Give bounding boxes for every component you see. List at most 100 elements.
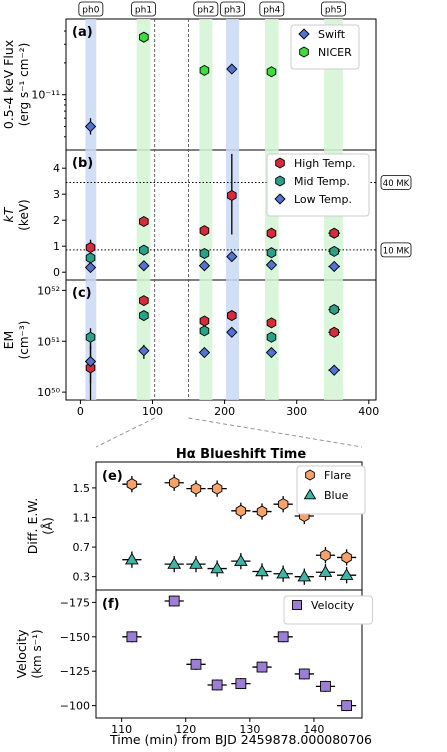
point-b-1-2 (199, 247, 210, 259)
phase-tag-box-ph5 (321, 1, 346, 17)
panel-c-xtick-label-2: 200 (214, 405, 235, 418)
panel-f-label: (f) (102, 597, 120, 612)
bottom-xlabel: Time (min) from BJD 2459878.000080706 (109, 732, 372, 747)
point-c-1-1 (139, 310, 149, 322)
panel-e-ylabel-line1: Diff. E.W. (25, 498, 40, 554)
legend-f-box (283, 595, 373, 625)
point-f-0-9 (341, 700, 353, 712)
point-a-1-1 (199, 64, 210, 76)
point-c-0-4 (266, 317, 277, 329)
point-f-0-2 (190, 658, 202, 670)
point-e-1-4 (234, 554, 248, 566)
legend-f-label-0: Velocity (311, 599, 355, 612)
panel-f-ylabel-line1: Velocity (14, 629, 29, 679)
panel-c-xtick-label-4: 400 (358, 405, 379, 418)
phase-tag-box-ph4 (259, 1, 285, 17)
point-e-1-9 (339, 568, 354, 580)
hblueshift-title: Hα Blueshift Time (176, 447, 306, 462)
panel-b-ytick-label-1: 1 (53, 240, 60, 253)
panel-e-ylabel-line2: (Å) (40, 517, 55, 535)
point-b-0-4 (266, 227, 277, 239)
legend-b-marker-1 (275, 175, 285, 187)
point-c-2-0 (84, 355, 97, 368)
point-e-0-0 (126, 478, 138, 491)
panel-f-frame (95, 589, 363, 719)
point-e-1-5 (255, 564, 269, 577)
legend-f-marker-0 (292, 600, 302, 610)
point-b-0-5 (329, 227, 339, 239)
panel-c-ytick-label-1: 10⁵¹ (37, 335, 60, 348)
panel-c-ytick-label-0: 10⁵⁰ (37, 386, 60, 399)
point-c-0-0 (85, 362, 96, 374)
panel-b-ylabel-line2: (keV) (17, 199, 31, 230)
panel-b-label: (b) (72, 156, 93, 171)
point-b-1-4 (329, 245, 339, 257)
point-f-0-4 (235, 678, 247, 689)
legend-b-label-2: Low Temp. (294, 193, 352, 206)
point-c-2-1 (138, 345, 150, 357)
point-b-1-3 (266, 247, 277, 259)
point-c-1-3 (266, 331, 277, 343)
point-b-0-0 (85, 241, 96, 254)
point-a-1-2 (266, 66, 277, 78)
point-f-0-1 (168, 595, 180, 607)
legend-b-marker-2 (274, 193, 286, 205)
point-b-2-4 (265, 259, 278, 271)
panel-c-frame (65, 279, 377, 401)
phase-tag-ph1: ph1 (135, 6, 152, 16)
panel-c-ylabel-line1: EM (1, 331, 16, 350)
point-e-0-6 (277, 498, 289, 511)
point-e-1-0 (125, 552, 139, 565)
point-b-2-5 (328, 260, 340, 273)
point-e-0-5 (256, 505, 268, 518)
point-c-1-0 (85, 331, 96, 343)
point-c-2-5 (328, 364, 340, 376)
panel-e-label: (e) (102, 469, 123, 484)
legend-b-label-1: Mid Temp. (294, 175, 350, 188)
phase-tag-box-ph2 (193, 1, 219, 17)
phase-tag-ph3: ph3 (224, 6, 241, 16)
point-f-0-6 (277, 631, 289, 643)
point-c-2-3 (226, 326, 238, 338)
panel-a-label: (a) (72, 25, 93, 40)
phase-tag-ph5: ph5 (325, 6, 342, 16)
legend-a-label-1: NICER (318, 46, 352, 59)
point-e-1-8 (318, 565, 333, 577)
point-b-0-1 (139, 215, 149, 228)
legend-e-marker-1 (303, 488, 317, 500)
panel-c-ytick-label-2: 10⁵² (37, 284, 60, 297)
legend-e-marker-0 (305, 469, 315, 481)
panel-c-ylabel-line2: (cm⁻³) (17, 321, 31, 360)
phase-band-ph3 (226, 19, 240, 400)
phase-tag-ph2: ph2 (197, 6, 214, 16)
phase-band-ph1 (136, 19, 151, 400)
legend-a-box (290, 24, 360, 70)
panel-b-ytick-label-0: 0 (53, 266, 60, 279)
point-e-0-8 (320, 549, 331, 562)
point-a-0-1 (226, 63, 238, 75)
zoom-connector-right (188, 417, 363, 448)
zoom-connector-left (95, 417, 155, 448)
point-c-2-4 (265, 346, 278, 359)
panel-f-ytick-label-0: −175 (60, 596, 90, 609)
ref-label-1: 10 MK (383, 246, 410, 256)
phase-tag-ph4: ph4 (263, 6, 280, 16)
ref-label-box-1 (380, 242, 412, 258)
point-c-2-2 (198, 346, 211, 359)
point-b-2-1 (138, 260, 150, 272)
legend-a-marker-0 (298, 28, 310, 40)
ref-label-box-0 (380, 175, 412, 190)
panel-c-xtick-label-0: 0 (77, 405, 84, 418)
panel-b-ylabel-line1: kT (1, 206, 16, 222)
panel-c-label: (c) (72, 286, 92, 301)
point-e-1-1 (167, 557, 182, 569)
panel-a-ylabel-line1: 0.5-4 keV Flux (1, 40, 16, 129)
panel-e-ytick-label-2: 1.1 (73, 511, 91, 524)
point-c-1-2 (199, 325, 210, 337)
panel-f-xtick-label-0: 110 (111, 723, 132, 736)
panel-f-ylabel-line2: (km s⁻¹) (30, 629, 44, 678)
point-b-2-3 (226, 250, 238, 263)
point-e-0-4 (235, 504, 247, 517)
point-e-0-2 (190, 482, 202, 495)
panel-f-ytick-label-2: −125 (60, 665, 90, 678)
